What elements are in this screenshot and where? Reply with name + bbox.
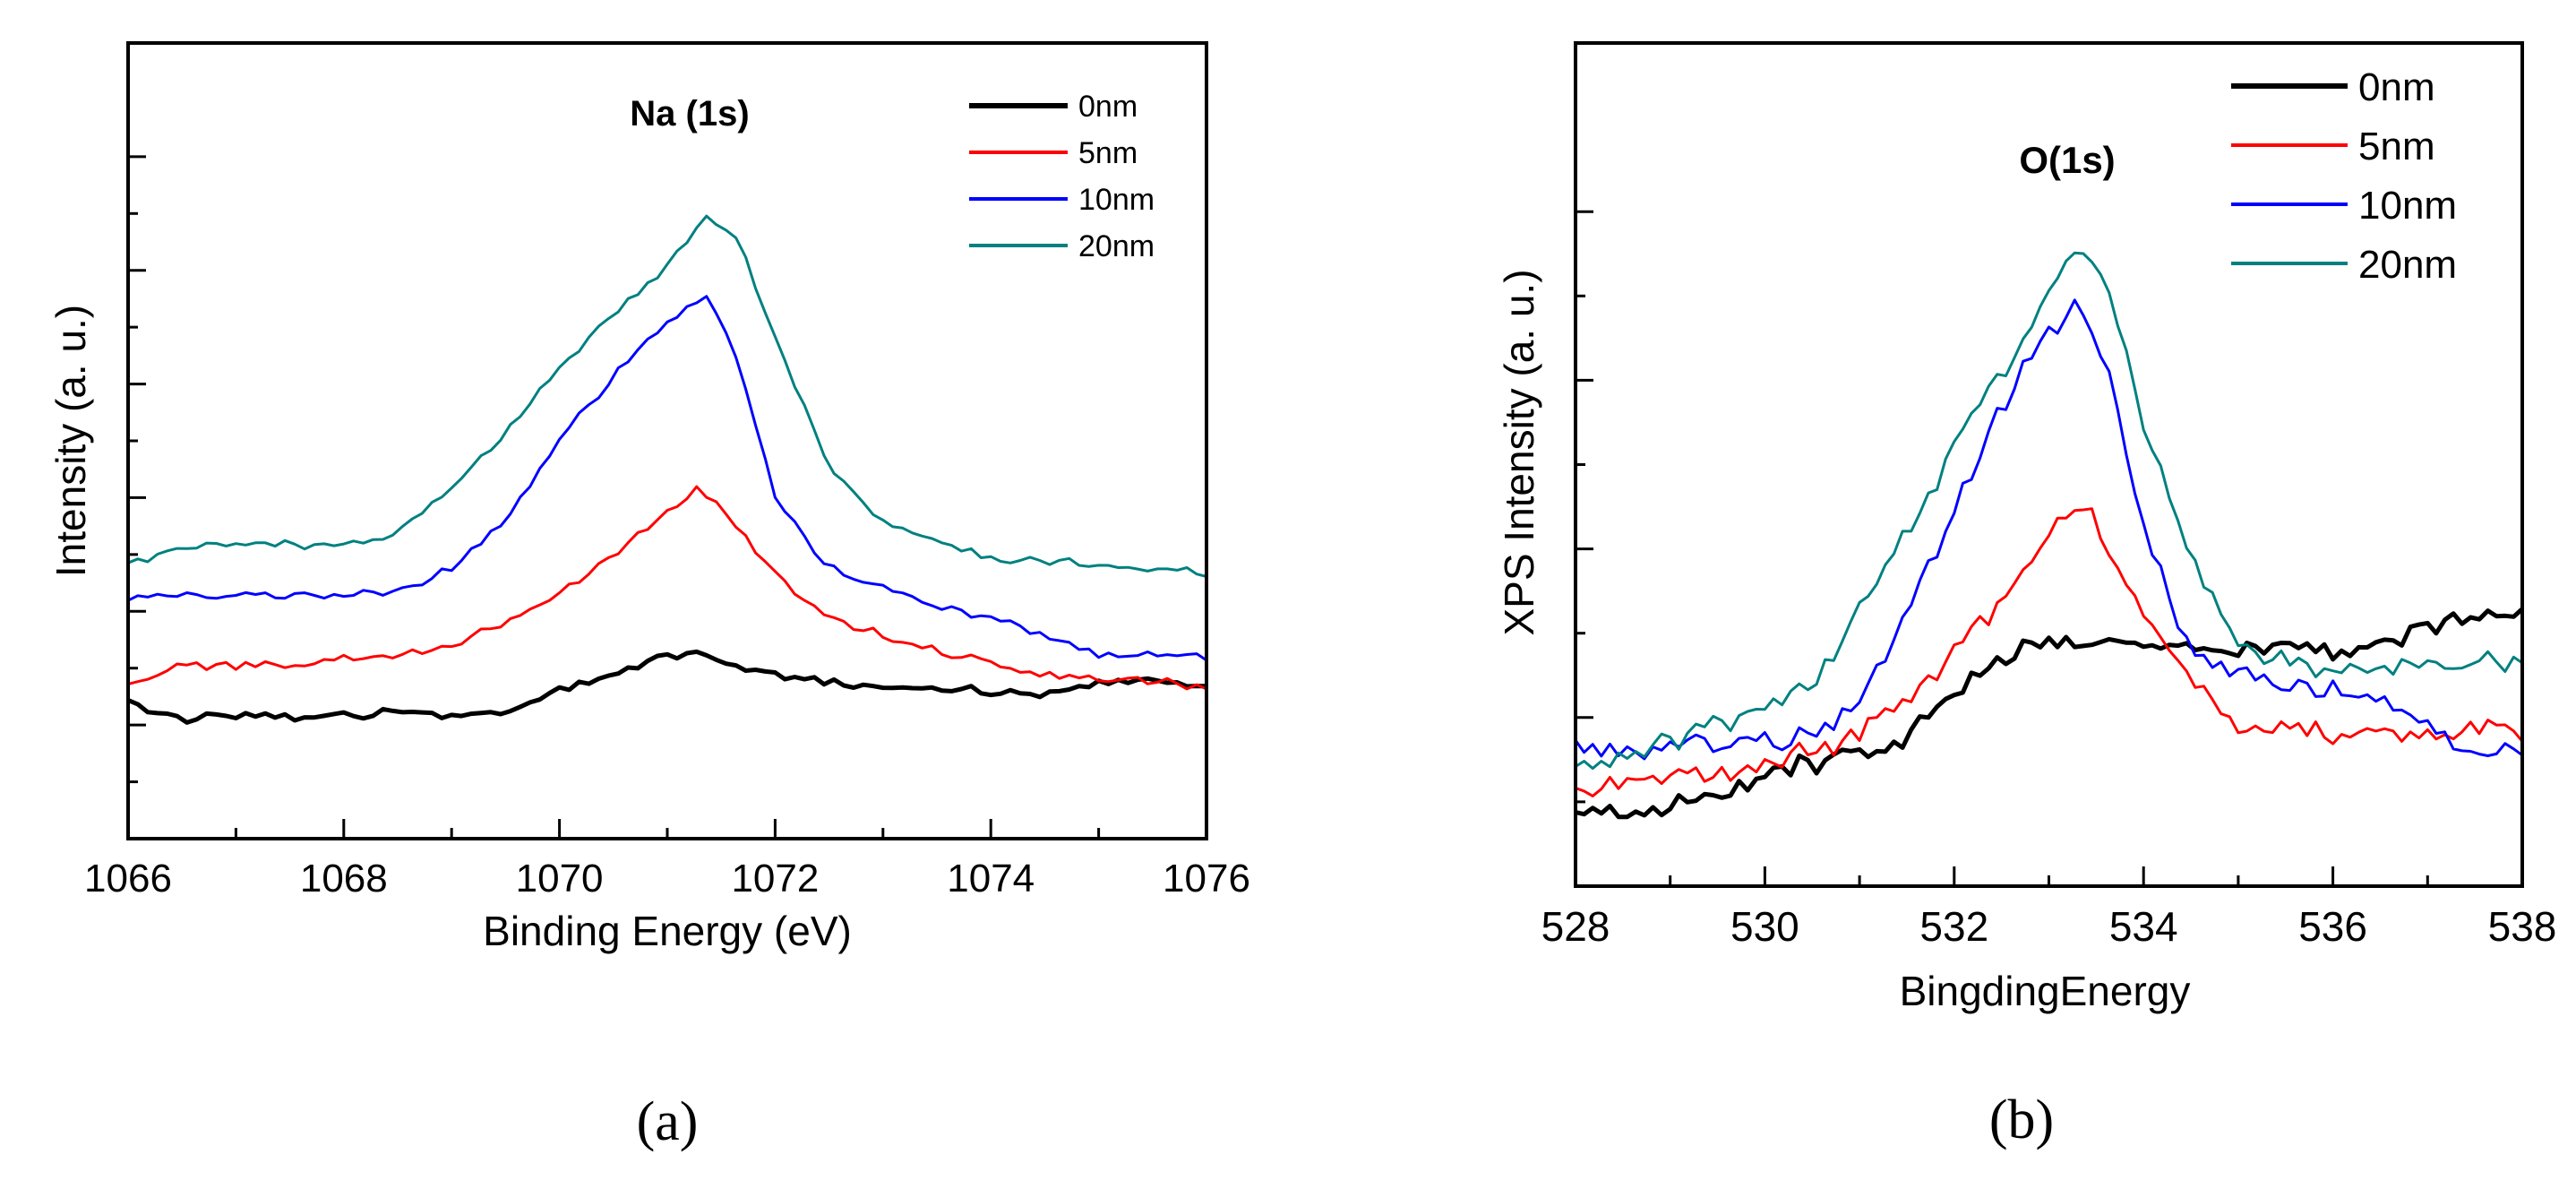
series-line-0nm xyxy=(1575,607,2524,820)
x-tick-label: 1068 xyxy=(300,857,388,900)
series-line-10nm xyxy=(1574,298,2523,761)
panel-a-y-ticks xyxy=(128,155,146,784)
panel-b-x-axis-label: BingdingEnergy xyxy=(1900,968,2191,1014)
panel-a-series-group xyxy=(127,214,1207,725)
series-line-0nm xyxy=(127,649,1207,725)
panel-a-legend: 0nm 5nm 10nm 20nm xyxy=(969,90,1155,263)
legend-label-0nm: 0nm xyxy=(2358,65,2435,109)
panel-b-label: (b) xyxy=(1989,1090,2054,1150)
series-line-20nm xyxy=(127,214,1207,578)
x-tick-label: 1072 xyxy=(731,857,819,900)
panel-a: 1066 1068 1070 1072 1074 1076 Binding Energy … xyxy=(47,41,1250,1152)
panel-b-y-axis-label: XPS Intensity (a. u.) xyxy=(1496,269,1542,635)
panel-b-legend: 0nm 5nm 10nm 20nm xyxy=(2231,65,2457,287)
panel-b-peak-annotation: O(1s) xyxy=(2019,139,2115,181)
panel-b: 528 530 532 534 536 538 BingdingEnergy XPS In… xyxy=(1496,41,2557,1150)
x-tick-label: 1076 xyxy=(1163,857,1250,900)
panel-a-x-axis-label: Binding Energy (eV) xyxy=(483,908,852,954)
legend-label-20nm: 20nm xyxy=(2358,243,2457,287)
legend-label-10nm: 10nm xyxy=(2358,184,2457,228)
panel-a-y-axis-label: Intensity (a. u.) xyxy=(47,305,94,577)
legend-label-5nm: 5nm xyxy=(2358,125,2435,168)
panel-a-label: (a) xyxy=(637,1091,699,1152)
x-tick-label: 530 xyxy=(1730,903,1799,950)
legend-label-20nm: 20nm xyxy=(1078,229,1155,263)
x-tick-label: 536 xyxy=(2298,903,2367,950)
legend-label-0nm: 0nm xyxy=(1078,90,1138,124)
x-tick-label: 528 xyxy=(1541,903,1610,950)
legend-label-10nm: 10nm xyxy=(1078,183,1155,217)
x-tick-label: 1070 xyxy=(516,857,604,900)
series-line-20nm xyxy=(1575,251,2523,771)
x-tick-label: 532 xyxy=(1919,903,1988,950)
series-line-5nm xyxy=(127,485,1207,691)
panel-b-y-ticks xyxy=(1576,210,1593,804)
x-tick-label: 1066 xyxy=(84,857,172,900)
series-line-5nm xyxy=(1575,507,2524,797)
legend-label-5nm: 5nm xyxy=(1078,136,1138,170)
x-tick-label: 534 xyxy=(2109,903,2178,950)
panel-b-x-ticks: 528 530 532 534 536 538 xyxy=(1541,866,2557,950)
panel-a-x-ticks: 1066 1068 1070 1072 1074 1076 xyxy=(84,819,1250,900)
series-line-10nm xyxy=(127,295,1207,662)
panel-a-peak-annotation: Na (1s) xyxy=(630,94,749,134)
x-tick-label: 1074 xyxy=(947,857,1035,900)
x-tick-label: 538 xyxy=(2488,903,2557,950)
panel-b-series-group xyxy=(1574,251,2524,820)
